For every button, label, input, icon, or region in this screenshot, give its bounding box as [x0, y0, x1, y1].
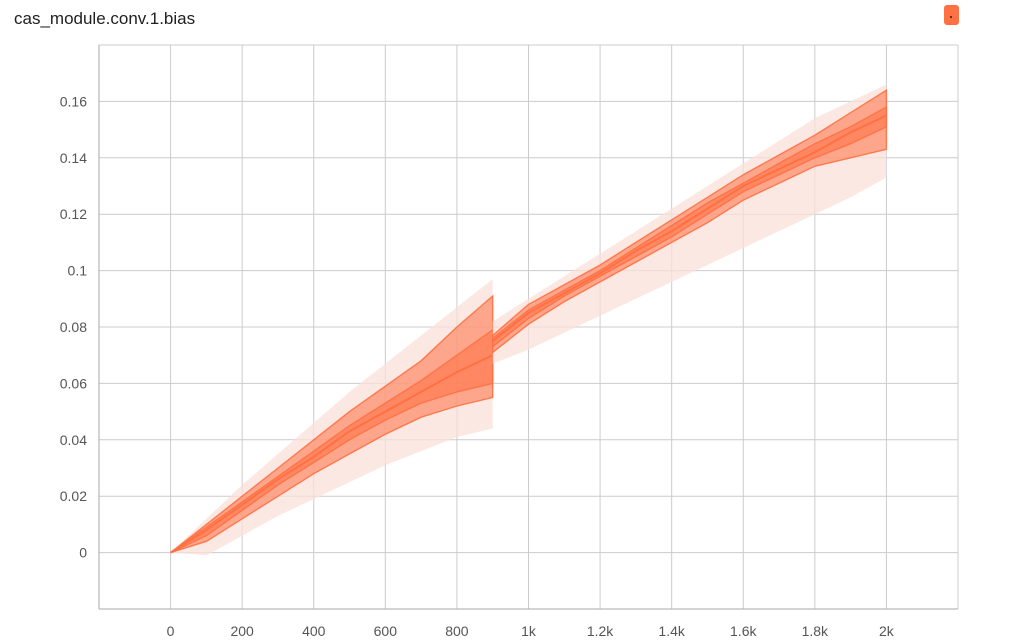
median-line	[492, 114, 887, 342]
x-tick-label: 800	[445, 623, 469, 639]
y-tick-label: 0.08	[60, 319, 87, 335]
y-tick-label: 0.12	[60, 206, 87, 222]
y-tick-label: 0.06	[60, 375, 87, 391]
median-line	[170, 354, 494, 554]
x-tick-label: 400	[302, 623, 326, 639]
y-tick-label: 0.02	[60, 488, 87, 504]
y-tick-label: 0.14	[60, 150, 87, 166]
chart-title: cas_module.conv.1.bias	[14, 9, 196, 28]
y-tick-label: 0.04	[60, 432, 87, 448]
x-tick-label: 0	[167, 623, 175, 639]
x-tick-label: 1.2k	[587, 623, 614, 639]
x-tick-label: 1.4k	[658, 623, 685, 639]
distribution-bands	[170, 84, 888, 556]
x-tick-label: 200	[230, 623, 254, 639]
axes	[98, 44, 959, 610]
outer-band	[170, 279, 493, 556]
x-tick-label: 1.6k	[730, 623, 757, 639]
y-tick-label: 0.1	[68, 263, 88, 279]
x-tick-labels: 0 200 400 600 800 1k 1.2k 1.4k 1.6k 1.8k 2k	[167, 623, 895, 639]
x-tick-label: 1.8k	[802, 623, 829, 639]
swatch-dot	[950, 16, 952, 18]
color-swatch-icon[interactable]	[944, 5, 959, 25]
x-tick-label: 2k	[879, 623, 895, 639]
x-tick-label: 1k	[521, 623, 537, 639]
x-tick-label: 600	[374, 623, 398, 639]
y-tick-label: 0	[79, 545, 87, 561]
y-tick-label: 0.16	[60, 93, 87, 109]
y-tick-labels: 0 0.02 0.04 0.06 0.08 0.1 0.12 0.14 0.16	[60, 93, 87, 560]
inner-band	[492, 105, 888, 349]
